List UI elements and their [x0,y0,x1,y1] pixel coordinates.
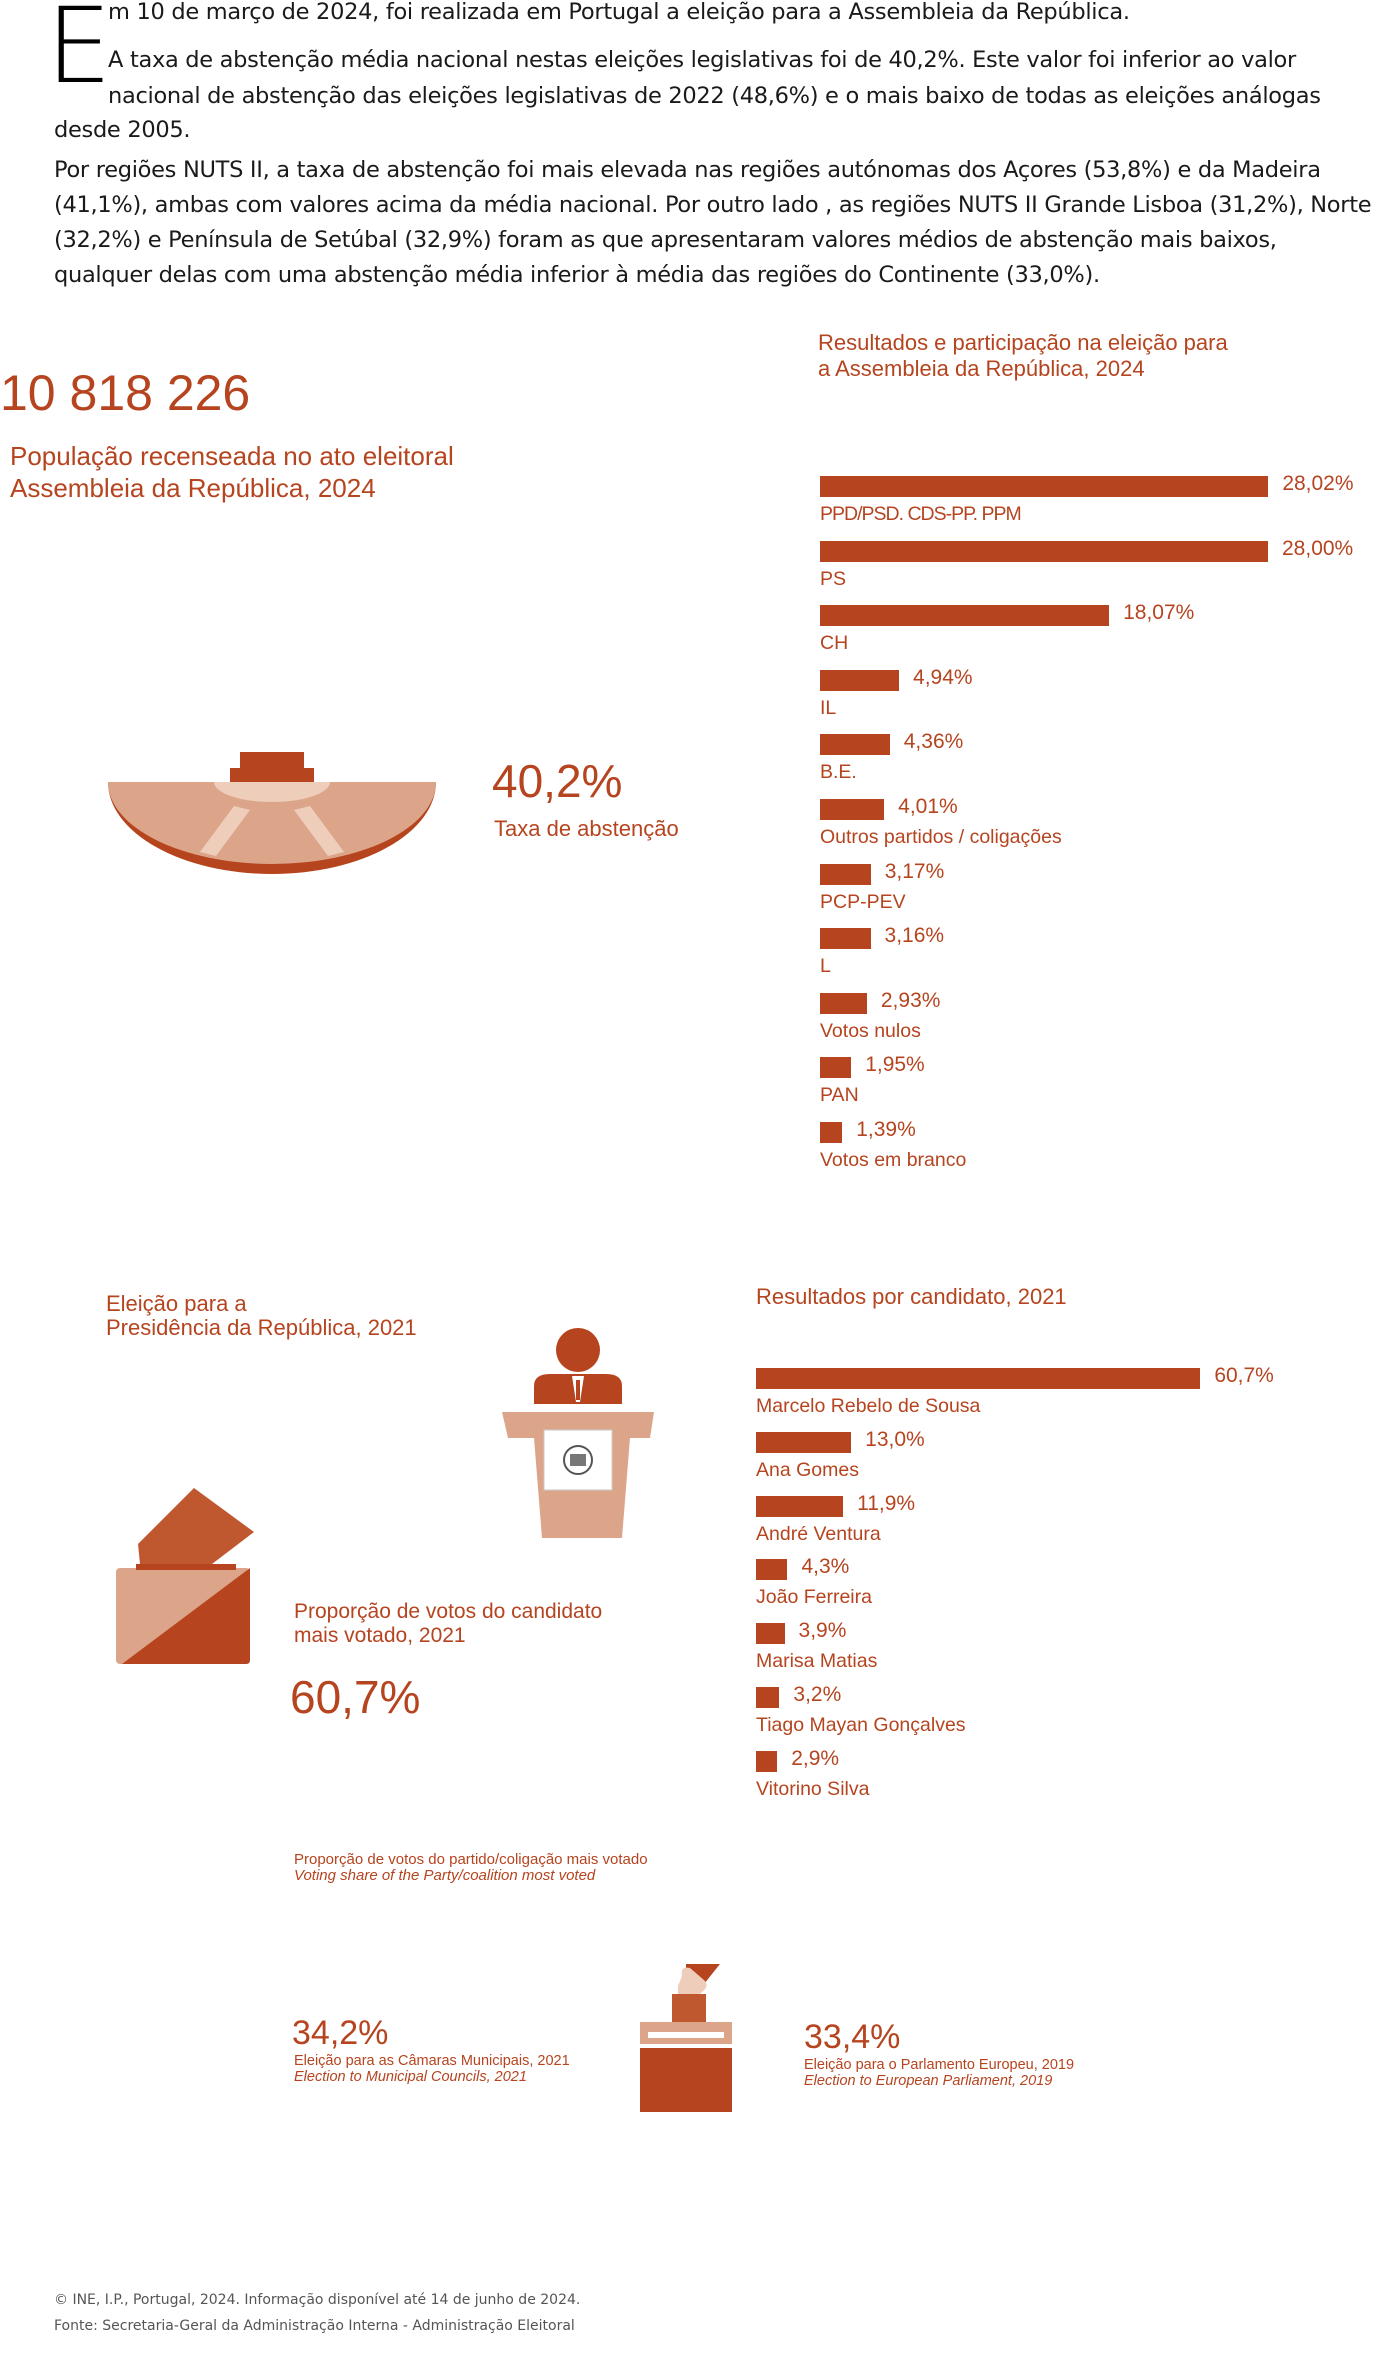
municipal-share-label: Eleição para as Câmaras Municipais, 2021… [294,2053,570,2085]
bar-value-label: 13,0% [865,1427,925,1451]
presidential-title: Eleição para a Presidência da República,… [106,1291,417,1340]
bar-category-label: PPD/PSD. CDS-PP. PPM [820,503,1022,525]
presidential-share-value: 60,7% [290,1671,421,1723]
chart-bar [820,1057,852,1079]
chart-bar [756,1368,1201,1389]
intro-p2-line: nacional de abstenção das eleições legis… [108,83,1321,109]
bar-value-label: 4,36% [903,730,964,754]
bar-value-label: 4,01% [898,795,958,818]
drop-cap: E [46,0,112,107]
bar-value-label: 3,16% [884,924,945,948]
intro-p2-line: A taxa de abstenção média nacional nesta… [108,47,1296,73]
bar-value-label: 3,9% [798,1619,847,1643]
intro-p3-line: qualquer delas com uma abstenção média i… [54,262,1100,288]
bar-category-label: IL [820,696,837,719]
population-value: 10 818 226 [0,365,251,421]
chart-bar [756,1750,778,1772]
bar-category-label: André Ventura [756,1522,881,1545]
bar-category-label: PAN [820,1084,859,1107]
chart-bar [756,1559,788,1581]
chart-bar [820,734,890,756]
municipal-share-value: 34,2% [292,2014,389,2052]
intro-p2-line: desde 2005. [54,117,191,143]
bar-value-label: 4,3% [801,1555,850,1579]
chart-title-assembly: Resultados e participação na eleição par… [818,330,1228,381]
bar-value-label: 28,02% [1282,472,1354,495]
bar-value-label: 3,2% [793,1683,842,1706]
chart-title-candidates: Resultados por candidato, 2021 [756,1284,1067,1309]
bar-value-label: 2,9% [791,1746,840,1770]
chart-bar [820,863,871,885]
vote-hand-icon [640,1964,732,2112]
bar-value-label: 1,95% [865,1053,925,1077]
population-label: População recenseada no ato eleitoral As… [10,441,454,503]
chart-bar [820,669,900,691]
bar-category-label: Tiago Mayan Gonçalves [756,1714,966,1736]
bar-value-label: 11,9% [857,1491,916,1515]
bar-value-label: 18,07% [1123,601,1195,625]
bar-category-label: B.E. [820,761,857,784]
intro-p3-line: Por regiões NUTS II, a taxa de abstenção… [54,157,1321,183]
bar-value-label: 3,17% [884,859,945,883]
bar-category-label: Ana Gomes [756,1458,859,1481]
bar-value-label: 1,39% [856,1118,916,1141]
bar-category-label: Marcelo Rebelo de Sousa [756,1395,981,1417]
presidential-share-label: Proporção de votos do candidato mais vot… [294,1600,603,1647]
chart-bar [820,540,1268,562]
bar-category-label: Vitorino Silva [756,1777,870,1800]
intro-p3-line: (41,1%), ambas com valores acima da médi… [54,192,1372,218]
party-share-title: Proporção de votos do partido/coligação … [294,1851,648,1884]
bar-category-label: PS [820,567,847,590]
footer-source: Fonte: Secretaria-Geral da Administração… [54,2318,575,2334]
chart-bar [820,1122,843,1143]
bar-category-label: L [820,955,831,978]
bar-value-label: 4,94% [913,665,973,689]
abstention-label: Taxa de abstenção [494,816,679,841]
european-share-label: Eleição para o Parlamento Europeu, 2019 … [804,2057,1075,2089]
chart-bar [756,1431,852,1453]
abstention-value: 40,2% [492,755,623,807]
intro-p1: m 10 de março de 2024, foi realizada em … [108,0,1130,25]
ballot-box-icon [116,1488,254,1664]
chart-bar [820,476,1269,497]
chart-bar [756,1495,844,1517]
bar-value-label: 60,7% [1214,1364,1274,1387]
bar-category-label: Votos nulos [820,1019,921,1042]
chart-bar [820,799,885,820]
bar-category-label: PCP-PEV [820,890,906,913]
chart-bar [756,1623,785,1645]
bar-category-label: Votos em branco [820,1149,967,1171]
podium-icon [502,1328,654,1538]
chart-bar [820,992,867,1014]
parliament-icon [108,752,436,874]
chart-bar [756,1687,780,1708]
european-share-value: 33,4% [804,2018,901,2056]
bar-category-label: CH [820,632,849,655]
footer-copyright: © INE, I.P., Portugal, 2024. Informação … [54,2292,581,2308]
bar-value-label: 28,00% [1282,536,1354,560]
chart-bar [820,928,871,950]
bar-category-label: Outros partidos / coligações [820,826,1062,848]
chart-bar [820,605,1110,627]
bar-value-label: 2,93% [880,988,941,1012]
bar-category-label: João Ferreira [756,1586,872,1609]
bar-category-label: Marisa Matias [756,1650,878,1673]
intro-p3-line: (32,2%) e Península de Setúbal (32,9%) f… [54,227,1277,253]
